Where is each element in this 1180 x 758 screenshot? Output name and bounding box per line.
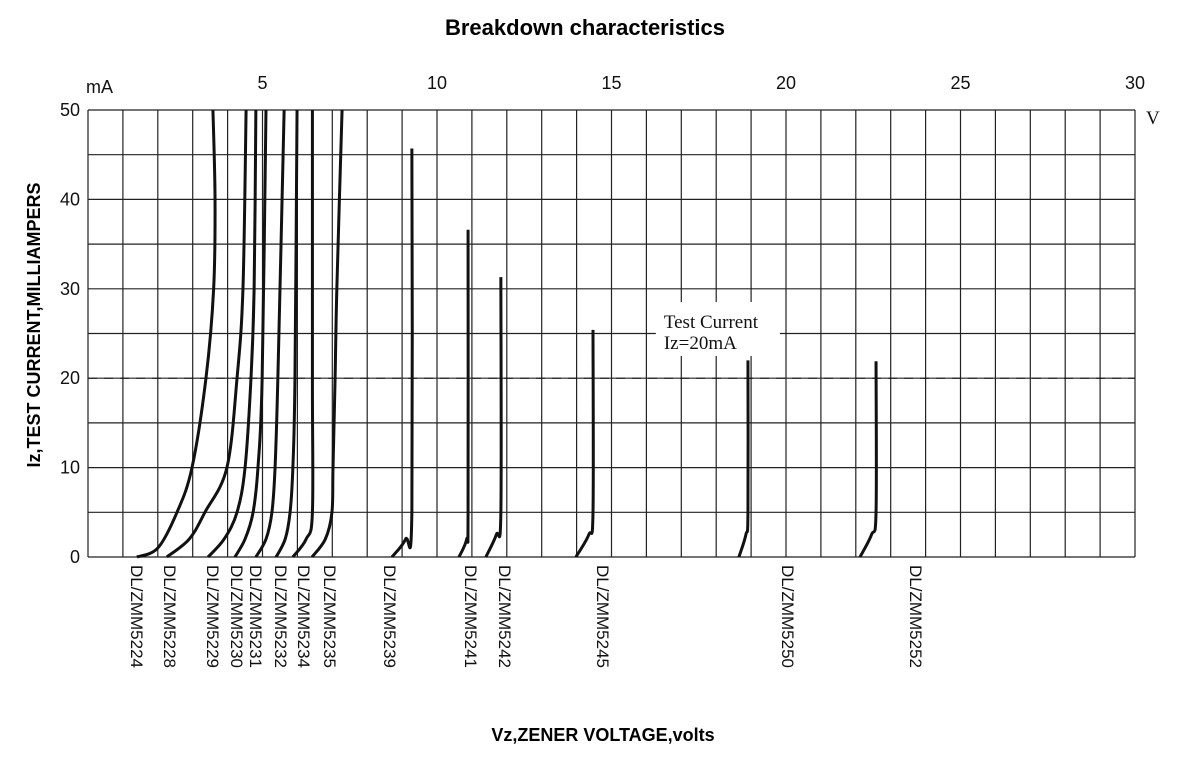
curve-zmm5245 xyxy=(574,329,595,558)
curve-labels: DL/ZMM5224 DL/ZMM5228 DL/ZMM5229 DL/ZMM5230… xyxy=(127,565,925,668)
x-tick-label: 15 xyxy=(601,73,621,93)
annotation-background xyxy=(655,302,780,356)
x-unit-label: V xyxy=(1146,108,1160,129)
curve-zmm5228 xyxy=(165,109,248,559)
x-tick-label: 5 xyxy=(257,73,267,93)
curve-zmm5252 xyxy=(858,361,878,558)
curve-label: DL/ZMM5242 xyxy=(495,565,514,668)
x-tick-label: 10 xyxy=(427,73,447,93)
curve-label: DL/ZMM5235 xyxy=(320,565,339,668)
grid xyxy=(87,109,1136,558)
test-current-annotation: Test Current Iz=20mA xyxy=(655,302,780,356)
curve-zmm5234 xyxy=(291,110,315,558)
curve-label: DL/ZMM5224 xyxy=(127,565,146,668)
curve-label: DL/ZMM5231 xyxy=(246,565,265,668)
chart-title: Breakdown characteristics xyxy=(445,15,725,40)
curve-zmm5239 xyxy=(390,148,414,558)
curve-zmm5229 xyxy=(206,109,258,559)
y-tick-label: 20 xyxy=(60,368,80,388)
curve-label: DL/ZMM5241 xyxy=(461,565,480,668)
curve-label: DL/ZMM5239 xyxy=(380,565,399,668)
curve-label: DL/ZMM5228 xyxy=(160,565,179,668)
curves xyxy=(136,109,878,559)
annotation-line-1: Test Current xyxy=(664,312,759,333)
curve-label: DL/ZMM5229 xyxy=(203,565,222,668)
ticks: 5 10 15 20 25 30 0 10 20 30 40 50 xyxy=(60,73,1145,567)
y-tick-label: 30 xyxy=(60,279,80,299)
curve-label: DL/ZMM5232 xyxy=(271,565,290,668)
curve-label: DL/ZMM5230 xyxy=(227,565,246,668)
curve-zmm5242 xyxy=(484,277,503,558)
y-axis-label: Iz,TEST CURRENT,MILLIAMPERS xyxy=(24,182,44,467)
x-tick-label: 25 xyxy=(950,73,970,93)
curve-zmm5235 xyxy=(310,109,344,558)
curve-zmm5230 xyxy=(233,109,268,558)
y-tick-label: 40 xyxy=(60,189,80,209)
curve-zmm5224 xyxy=(136,109,217,559)
curve-zmm5231 xyxy=(254,109,286,558)
curve-zmm5232 xyxy=(274,109,299,558)
curve-zmm5250 xyxy=(737,360,750,558)
y-tick-label: 10 xyxy=(60,458,80,478)
y-unit-label: mA xyxy=(86,77,113,97)
y-tick-label: 0 xyxy=(70,547,80,567)
x-axis-label: Vz,ZENER VOLTAGE,volts xyxy=(491,725,714,745)
x-tick-label: 30 xyxy=(1125,73,1145,93)
curve-label: DL/ZMM5245 xyxy=(593,565,612,668)
curve-label: DL/ZMM5250 xyxy=(778,565,797,668)
curve-zmm5241 xyxy=(457,229,470,558)
x-tick-label: 20 xyxy=(776,73,796,93)
curve-label: DL/ZMM5234 xyxy=(294,565,313,668)
y-tick-label: 50 xyxy=(60,100,80,120)
curve-label: DL/ZMM5252 xyxy=(906,565,925,668)
annotation-line-2: Iz=20mA xyxy=(664,333,737,354)
